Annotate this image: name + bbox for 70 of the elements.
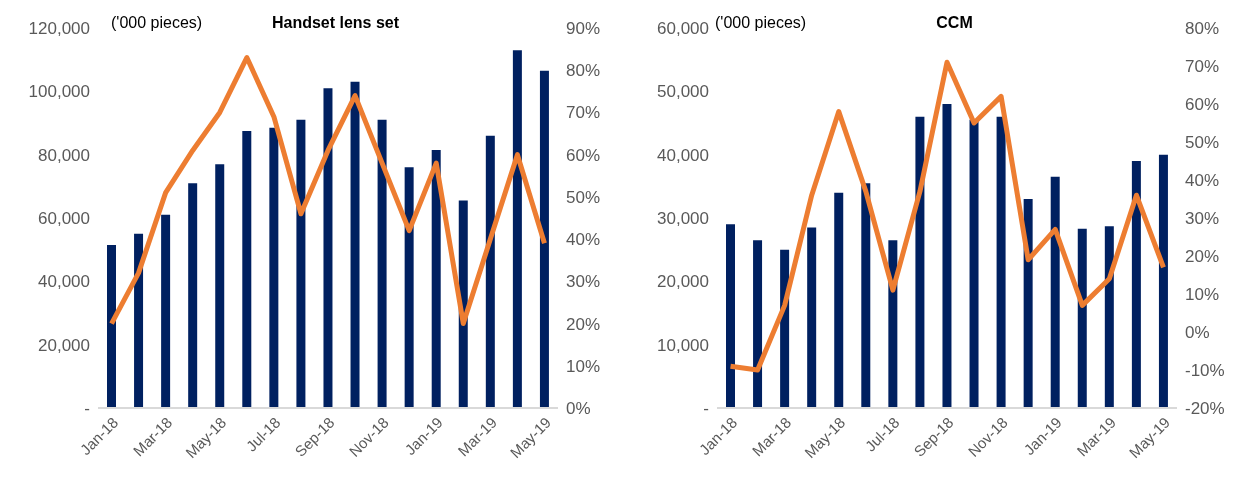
y-tick-label: 80,000 — [38, 145, 90, 165]
y2-tick-label: 20% — [1185, 247, 1220, 267]
y2-tick-label: 10% — [1185, 285, 1220, 305]
bar — [323, 88, 333, 408]
y-tick-label: 40,000 — [657, 145, 709, 165]
y2-tick-label: 40% — [1185, 171, 1220, 191]
bar — [861, 183, 871, 408]
y-tick-label: 40,000 — [38, 272, 90, 292]
bar — [1050, 176, 1060, 408]
y-axis-title: ('000 pieces) — [715, 14, 807, 32]
bar — [1131, 161, 1141, 408]
bar — [807, 227, 817, 408]
y-tick-label: 50,000 — [657, 82, 709, 102]
bar — [996, 116, 1006, 408]
y-tick-label: 20,000 — [657, 272, 709, 292]
bar — [512, 50, 522, 408]
bar — [834, 192, 844, 408]
bar — [269, 127, 279, 408]
chart-title: Handset lens set — [271, 14, 400, 31]
y2-tick-label: -10% — [1185, 361, 1225, 381]
y2-tick-label: 40% — [566, 230, 601, 250]
bar — [726, 224, 735, 408]
y2-tick-label: 0% — [566, 399, 591, 419]
bar — [1077, 228, 1087, 408]
y2-tick-label: 70% — [566, 103, 601, 123]
y2-tick-label: 70% — [1185, 57, 1220, 77]
y2-tick-label: 20% — [566, 314, 601, 334]
y2-tick-label: -20% — [1185, 399, 1225, 419]
y2-tick-label: 50% — [1185, 133, 1220, 153]
y2-tick-label: 0% — [1185, 323, 1210, 343]
bar — [942, 104, 952, 408]
y2-tick-label: 80% — [566, 61, 601, 81]
bar — [1104, 226, 1114, 408]
bar — [485, 135, 495, 408]
bar — [134, 233, 144, 408]
bar — [188, 183, 198, 408]
bar — [1158, 154, 1168, 408]
y-tick-label: 60,000 — [657, 19, 709, 39]
y2-tick-label: 30% — [566, 272, 601, 292]
bar — [161, 214, 171, 408]
y-tick-label: 30,000 — [657, 209, 709, 229]
y2-tick-label: 30% — [1185, 209, 1220, 229]
y-tick-label: 120,000 — [28, 19, 90, 39]
bar — [431, 149, 441, 408]
y-tick-label: - — [84, 399, 90, 419]
bar — [296, 119, 306, 408]
y2-tick-label: 90% — [566, 19, 601, 39]
bar — [915, 116, 925, 408]
bar — [969, 119, 979, 408]
y-tick-label: 20,000 — [38, 335, 90, 355]
y-tick-label: 10,000 — [657, 335, 709, 355]
bar — [215, 164, 225, 408]
bar — [753, 240, 763, 408]
y-tick-label: 60,000 — [38, 209, 90, 229]
bar — [242, 130, 252, 408]
y-tick-label: 100,000 — [28, 82, 90, 102]
y-axis-title: ('000 pieces) — [111, 14, 203, 32]
y2-tick-label: 60% — [566, 145, 601, 165]
chart-title: CCM — [936, 14, 973, 31]
bar — [404, 167, 414, 408]
y2-tick-label: 50% — [566, 187, 601, 207]
bar — [1023, 199, 1033, 408]
bar — [107, 244, 116, 408]
bar — [350, 81, 360, 408]
y2-tick-label: 10% — [566, 356, 601, 376]
bar — [377, 119, 387, 408]
y2-tick-label: 60% — [1185, 95, 1220, 115]
y2-tick-label: 80% — [1185, 19, 1220, 39]
y-tick-label: - — [703, 399, 709, 419]
bar — [539, 70, 549, 408]
